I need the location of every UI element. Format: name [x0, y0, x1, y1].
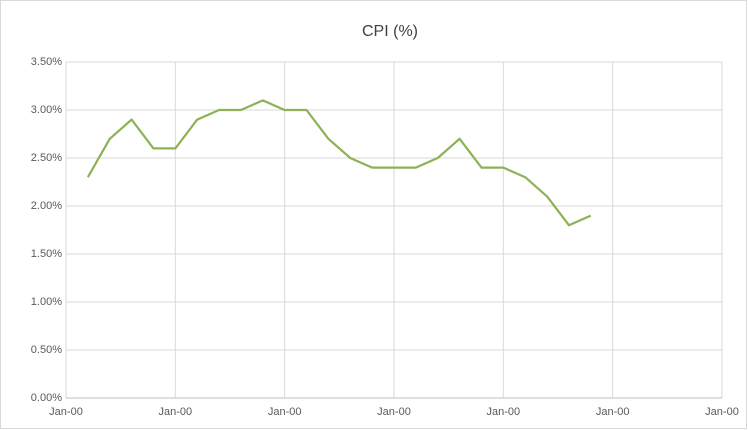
x-tick-label: Jan-00 [487, 406, 521, 418]
chart-title: CPI (%) [362, 23, 418, 40]
y-tick-label: 0.00% [31, 392, 62, 404]
y-tick-label: 1.50% [31, 248, 62, 260]
y-tick-label: 0.50% [31, 344, 62, 356]
y-tick-label: 1.00% [31, 296, 62, 308]
y-tick-label: 3.50% [31, 56, 62, 68]
x-tick-label: Jan-00 [49, 406, 83, 418]
x-tick-label: Jan-00 [268, 406, 302, 418]
y-tick-label: 2.00% [31, 200, 62, 212]
y-tick-label: 3.00% [31, 104, 62, 116]
y-tick-label: 2.50% [31, 152, 62, 164]
x-tick-label: Jan-00 [705, 406, 739, 418]
data-line [86, 99, 592, 227]
x-tick-label: Jan-00 [596, 406, 630, 418]
x-tick-label: Jan-00 [159, 406, 193, 418]
x-tick-label: Jan-00 [377, 406, 411, 418]
